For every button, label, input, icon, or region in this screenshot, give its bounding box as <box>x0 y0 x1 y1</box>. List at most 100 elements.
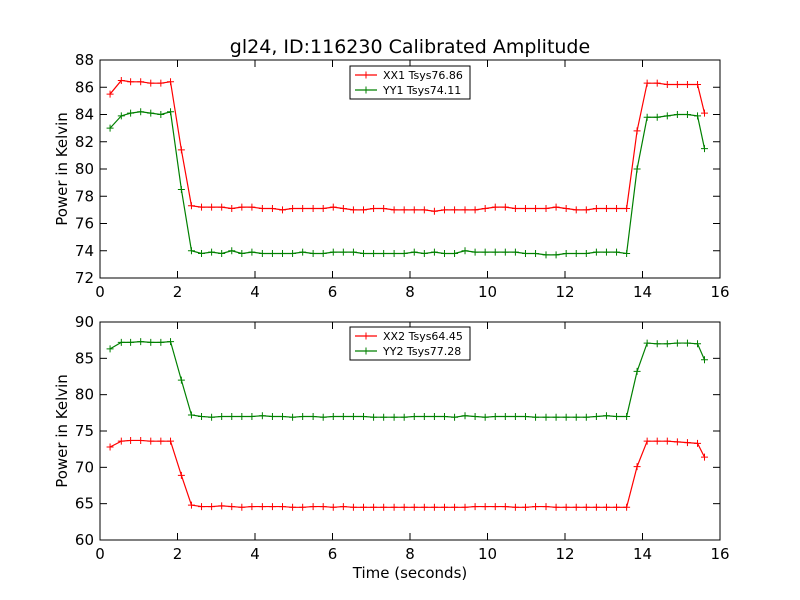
data-point <box>582 206 590 214</box>
data-point <box>491 503 499 511</box>
data-point <box>319 413 327 421</box>
data-point <box>451 206 459 214</box>
data-point <box>279 412 287 420</box>
data-point <box>532 205 540 213</box>
data-point <box>602 412 610 420</box>
data-point <box>613 503 621 511</box>
data-point <box>410 206 418 214</box>
data-point <box>521 249 529 257</box>
data-point <box>542 251 550 259</box>
data-point <box>329 503 337 511</box>
data-point <box>339 248 347 256</box>
data-point <box>663 81 671 89</box>
data-point <box>511 248 519 256</box>
data-point <box>147 437 155 445</box>
data-point <box>592 205 600 213</box>
data-point <box>461 206 469 214</box>
data-point <box>602 503 610 511</box>
data-point <box>390 206 398 214</box>
y-tick-label: 78 <box>75 187 94 205</box>
data-point <box>481 503 489 511</box>
data-point <box>238 412 246 420</box>
data-point <box>147 79 155 87</box>
data-point <box>167 338 175 346</box>
data-point <box>268 249 276 257</box>
data-point <box>370 249 378 257</box>
data-point <box>582 249 590 257</box>
data-point <box>683 111 691 118</box>
x-tick-label: 14 <box>633 283 652 301</box>
data-point <box>653 437 661 445</box>
data-point <box>542 205 550 213</box>
x-tick-label: 2 <box>173 545 183 563</box>
x-axis-title: Time (seconds) <box>352 564 468 582</box>
data-point <box>349 248 357 256</box>
data-point <box>218 502 226 510</box>
data-point <box>592 412 600 420</box>
data-point <box>268 503 276 511</box>
x-tick-label: 16 <box>710 283 729 301</box>
data-point <box>501 412 509 420</box>
data-point <box>602 205 610 213</box>
data-point <box>552 251 560 259</box>
bottom-panel: 0 2 4 6 8 10 12 14 16 60 65 70 75 80 85 90 Power in Kelv… <box>53 313 730 582</box>
data-point <box>683 81 691 89</box>
data-point <box>309 205 317 213</box>
data-point <box>370 205 378 213</box>
data-point <box>673 339 681 347</box>
data-point <box>552 203 560 211</box>
data-point <box>694 112 702 120</box>
data-point <box>248 503 256 511</box>
data-point <box>117 338 125 346</box>
data-point <box>218 203 226 211</box>
data-point <box>329 412 337 420</box>
data-point <box>177 146 185 154</box>
x-tick-label: 10 <box>478 545 497 563</box>
x-tick-label: 2 <box>173 283 183 301</box>
data-point <box>198 412 206 420</box>
data-point <box>420 206 428 214</box>
legend-marker <box>362 332 370 340</box>
top-panel: 0 2 4 6 8 10 12 14 16 72 74 76 78 80 82 84 86 88 Power in … <box>53 51 730 301</box>
data-point <box>228 503 236 511</box>
legend-marker <box>362 86 370 94</box>
legend-marker <box>362 347 370 355</box>
data-point <box>410 503 418 511</box>
data-point <box>299 503 307 511</box>
x-tick-label: 14 <box>633 545 652 563</box>
x-tick-label: 4 <box>250 545 260 563</box>
legend-label: YY2 Tsys77.28 <box>382 345 461 358</box>
x-tick-label: 0 <box>95 283 105 301</box>
data-point <box>390 249 398 257</box>
data-point <box>643 437 651 445</box>
data-point <box>673 438 681 446</box>
data-point <box>430 503 438 511</box>
data-point <box>461 503 469 511</box>
data-point <box>117 437 125 445</box>
x-tick-label: 0 <box>95 545 105 563</box>
data-point <box>137 436 145 444</box>
data-point <box>208 413 216 421</box>
data-point <box>653 340 661 348</box>
x-tick-label: 16 <box>710 545 729 563</box>
data-point <box>683 439 691 447</box>
data-point <box>542 413 550 421</box>
data-point <box>562 205 570 213</box>
data-point <box>157 111 165 118</box>
data-point <box>623 412 631 420</box>
data-point <box>370 413 378 421</box>
data-point <box>633 127 641 135</box>
data-point <box>440 206 448 214</box>
data-point <box>360 503 367 511</box>
y-tick-label: 80 <box>75 160 94 178</box>
y-tick-label: 86 <box>75 78 94 96</box>
data-point <box>187 501 195 509</box>
data-point <box>511 205 519 213</box>
data-point <box>491 203 499 211</box>
data-point <box>167 437 175 445</box>
y-tick-label: 72 <box>75 269 94 287</box>
data-point <box>258 412 266 420</box>
y-tick-label: 84 <box>75 106 94 124</box>
